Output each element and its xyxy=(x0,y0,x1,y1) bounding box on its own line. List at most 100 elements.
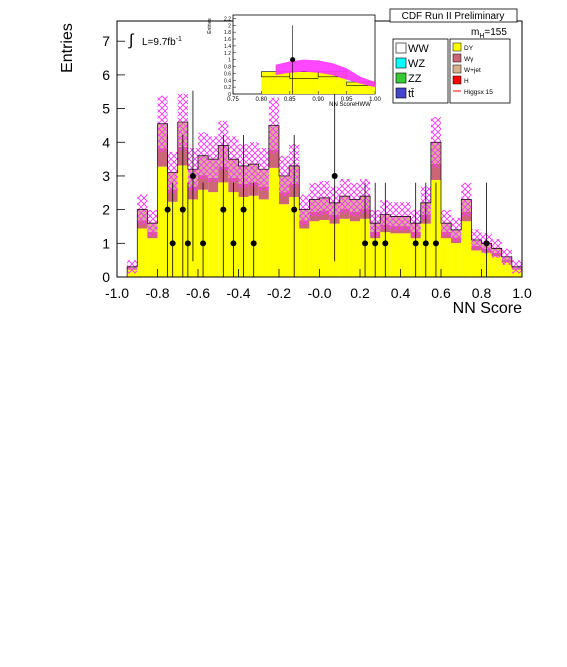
luminosity-exponent: -1 xyxy=(176,36,182,43)
inset-x-axis-label: NN ScoreHWW xyxy=(329,102,371,108)
data-point xyxy=(230,240,237,247)
inset-y-tick-label: 1.4 xyxy=(224,44,231,50)
bar-dy xyxy=(491,256,502,277)
legend-swatch xyxy=(452,53,462,63)
y-tick-label: 2 xyxy=(102,202,110,218)
y-tick-label: 1 xyxy=(102,235,110,251)
inset-y-tick-label: 2 xyxy=(228,23,231,29)
integral-symbol: ∫ xyxy=(128,32,135,49)
bar-dy xyxy=(137,228,148,277)
legend-label: Higgsx 15 xyxy=(464,89,493,96)
x-tick-label: 0.2 xyxy=(350,285,370,301)
legend-swatch xyxy=(395,57,407,69)
legend-label: tt̄ xyxy=(408,88,414,100)
x-tick-label: 1.0 xyxy=(512,285,532,301)
bar-dy xyxy=(279,204,290,277)
bar-wgamma xyxy=(309,211,320,222)
bar-dy xyxy=(400,233,411,277)
bar-dy xyxy=(309,221,320,277)
inset-y-axis-label: Entries xyxy=(207,18,213,34)
x-tick-label: -1.0 xyxy=(105,285,129,301)
data-point xyxy=(164,206,171,213)
inset-y-tick-label: 1 xyxy=(228,58,231,64)
bar-wgamma xyxy=(268,149,279,168)
inset-y-tick-label: 1.8 xyxy=(224,30,231,36)
legend-label: H xyxy=(464,78,469,85)
bar-wgamma xyxy=(349,211,360,222)
x-ticks: -1.0 -0.8 -0.6 -0.4 -0.2 -0.0 0.2 0.4 0.6 0.8 1.0 xyxy=(105,269,532,301)
bar-dy xyxy=(349,221,360,277)
bar-dy xyxy=(441,238,452,277)
y-axis-label: Entries xyxy=(59,23,76,73)
bar-dy xyxy=(208,192,219,277)
bar-wgamma xyxy=(208,177,219,193)
main-plot: -1.0 -0.8 -0.6 -0.4 -0.2 -0.0 0.2 0.4 0.6 0.8 1.0 … xyxy=(59,8,532,317)
data-point xyxy=(331,172,338,179)
y-tick-label: 4 xyxy=(102,134,110,150)
y-tick-label: 7 xyxy=(102,33,110,49)
bar-wgamma xyxy=(319,210,330,221)
y-tick-label: 6 xyxy=(102,67,110,83)
inset-x-tick-label: 1.00 xyxy=(369,97,381,103)
mass-label: mH=155 xyxy=(471,27,507,40)
bar-dy xyxy=(501,262,512,277)
luminosity-text: L=9.7fb xyxy=(142,37,176,48)
legend-swatch xyxy=(395,72,407,84)
inset-y-tick-label: 0.4 xyxy=(224,78,231,84)
inset-x-tick-label: 0.80 xyxy=(256,97,268,103)
data-point xyxy=(184,240,191,247)
inset-bar-dy xyxy=(261,76,290,94)
bar-wgamma xyxy=(157,148,168,167)
y-tick-label: 3 xyxy=(102,168,110,184)
inset-bar-dy xyxy=(289,78,319,94)
legend-label: Wγ xyxy=(464,56,474,63)
x-tick-label: -0.8 xyxy=(145,285,169,301)
bar-dy xyxy=(258,199,269,277)
data-point xyxy=(189,172,196,179)
data-point xyxy=(422,240,429,247)
bar-dy xyxy=(461,221,472,277)
inset-y-tick-label: 1.6 xyxy=(224,37,231,43)
data-points xyxy=(164,90,490,277)
y-tick-label: 0 xyxy=(102,269,110,285)
inset-data-point xyxy=(290,57,296,63)
legend-label: ZZ xyxy=(408,73,422,85)
legend-swatch xyxy=(395,87,407,99)
inset-y-tick-label: 1.2 xyxy=(224,51,231,57)
data-point xyxy=(412,240,419,247)
inset-x-tick-label: 0.85 xyxy=(284,97,296,103)
data-point xyxy=(220,206,227,213)
inset-y-tick-label: 0 xyxy=(228,92,231,98)
bar-dy xyxy=(319,220,330,277)
bar-wgamma xyxy=(198,175,209,190)
inset-y-tick-label: 0.2 xyxy=(224,85,231,91)
inset-x-ticks: 0.75 0.80 0.85 0.90 0.95 1.00 xyxy=(227,91,381,103)
legend-label: DY xyxy=(464,45,474,52)
x-tick-label: -0.4 xyxy=(226,285,250,301)
legend-label: W+jet xyxy=(464,67,481,74)
inset-y-tick-label: 0.6 xyxy=(224,71,231,77)
inset-x-tick-label: 0.95 xyxy=(341,97,353,103)
data-point xyxy=(362,240,369,247)
x-tick-label: -0.0 xyxy=(307,285,331,301)
bar-dy xyxy=(471,250,482,277)
inset-x-tick-label: 0.75 xyxy=(227,97,239,103)
data-point xyxy=(169,240,176,247)
data-point xyxy=(483,240,490,247)
data-point xyxy=(432,240,439,247)
legend-label: WZ xyxy=(408,58,425,70)
inset-signal-band-area xyxy=(275,59,375,88)
bar-dy xyxy=(451,243,462,277)
bar-wgamma xyxy=(339,209,350,219)
inset-signal-band xyxy=(275,59,375,88)
data-point xyxy=(179,206,186,213)
bar-wgamma xyxy=(461,211,472,222)
x-tick-label: 0.4 xyxy=(391,285,411,301)
x-axis-label: NN Score xyxy=(453,300,522,317)
inset-y-ticks: 00.20.40.60.811.21.41.61.822.2 xyxy=(224,16,236,98)
bar-wgamma xyxy=(279,192,290,205)
bar-dy xyxy=(299,228,310,277)
legend-swatch xyxy=(452,42,462,52)
data-point xyxy=(291,206,298,213)
